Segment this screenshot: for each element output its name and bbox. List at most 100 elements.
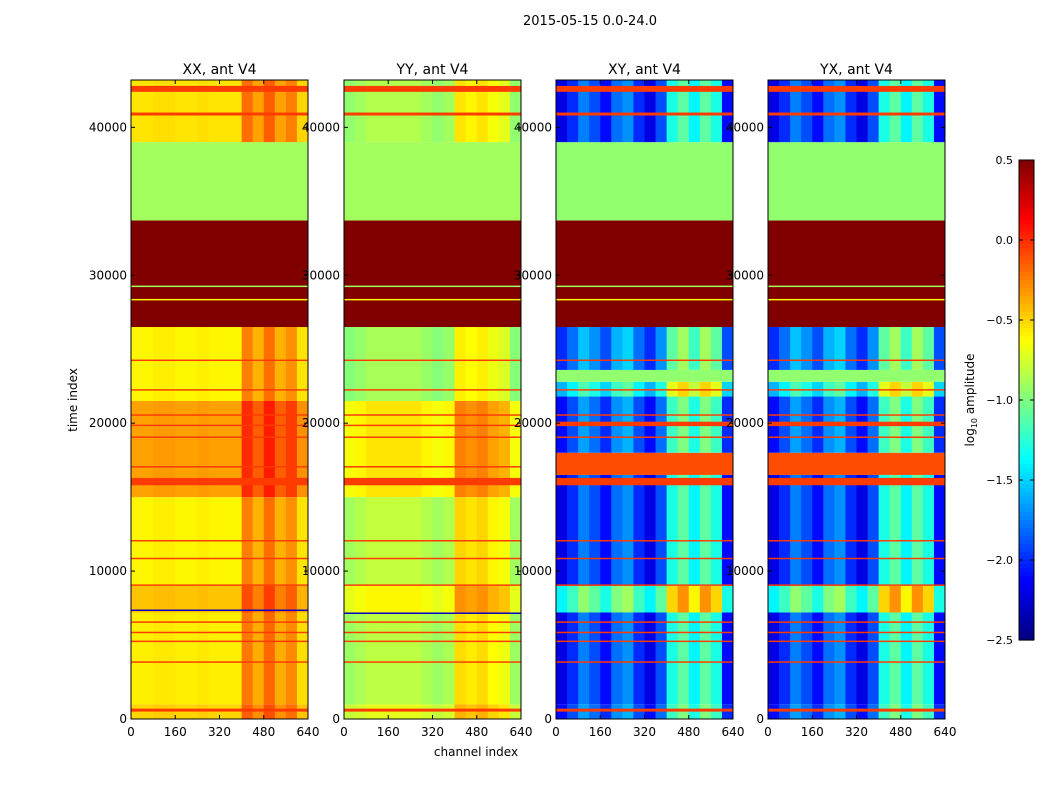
heatmap-band [344, 389, 521, 391]
heatmap-cell [644, 327, 657, 370]
heatmap-cell [867, 381, 880, 397]
y-tick-label: 0 [756, 712, 764, 726]
heatmap-cell [421, 80, 433, 143]
colorbar-segment [1019, 600, 1034, 605]
heatmap-cell [688, 80, 701, 143]
heatmap-cell [823, 381, 835, 397]
colorbar-segment [1019, 508, 1034, 513]
heatmap-cell [164, 80, 176, 143]
heatmap-cell [768, 612, 780, 705]
colorbar-segment [1019, 396, 1034, 401]
heatmap-cell [388, 585, 400, 613]
colorbar-segment [1019, 372, 1034, 377]
y-tick-label: 20000 [514, 416, 552, 430]
heatmap-band [556, 85, 733, 92]
heatmap-cell [366, 612, 378, 705]
heatmap-cell [241, 327, 254, 401]
panel-title: YX, ant V4 [819, 62, 893, 78]
x-tick-label: 640 [297, 725, 320, 739]
x-tick-label: 0 [764, 725, 772, 739]
heatmap-cell [889, 381, 902, 397]
heatmap-cell [578, 80, 590, 143]
heatmap-cell [410, 327, 422, 401]
heatmap-cell [296, 327, 309, 401]
heatmap-band [768, 477, 945, 486]
colorbar-segment [1019, 236, 1034, 241]
panel-1: YY, ant V4 0 160 320 480 640 0 10000 20000 30000 4… [302, 62, 533, 739]
heatmap-cell [933, 327, 946, 370]
heatmap-cell [878, 381, 891, 397]
colorbar-tick-label: 0.5 [996, 154, 1014, 167]
colorbar-segment [1019, 328, 1034, 333]
heatmap-cell [812, 381, 824, 397]
colorbar-segment [1019, 440, 1034, 445]
heatmap-cell [285, 400, 298, 498]
heatmap-band [344, 298, 521, 301]
colorbar-segment [1019, 284, 1034, 289]
y-tick-label: 0 [544, 712, 552, 726]
y-tick-label: 10000 [89, 564, 127, 578]
heatmap-cell [611, 327, 623, 370]
heatmap-cell [622, 327, 634, 370]
heatmap-cell [845, 585, 857, 613]
y-tick-label: 0 [119, 712, 127, 726]
y-tick-label: 40000 [302, 120, 340, 134]
heatmap-cell [567, 381, 579, 397]
colorbar-segment [1019, 500, 1034, 505]
heatmap-cell [410, 612, 422, 705]
colorbar-segment [1019, 304, 1034, 309]
heatmap-band [768, 369, 945, 382]
heatmap-cell [644, 381, 657, 397]
heatmap-cell [410, 80, 422, 143]
heatmap-cell [219, 400, 232, 498]
colorbar-segment [1019, 524, 1034, 529]
colorbar-segment [1019, 348, 1034, 353]
colorbar-segment [1019, 572, 1034, 577]
colorbar-tick-label: 0.0 [996, 234, 1014, 247]
colorbar-segment [1019, 428, 1034, 433]
heatmap-cell [779, 585, 791, 613]
heatmap-cell [721, 585, 734, 613]
heatmap-cell [911, 327, 924, 370]
heatmap-cell [790, 327, 802, 370]
heatmap-cell [768, 474, 780, 586]
figure-title: 2015-05-15 0.0-24.0 [523, 14, 657, 29]
heatmap-cell [688, 585, 701, 613]
heatmap-cell [812, 327, 824, 370]
heatmap-cell [622, 474, 634, 586]
heatmap-cell [263, 400, 276, 498]
heatmap-cell [498, 612, 511, 705]
colorbar-segment [1019, 480, 1034, 485]
heatmap-cell [454, 585, 467, 613]
heatmap-band [131, 609, 308, 612]
colorbar-segment [1019, 588, 1034, 593]
heatmap-cell [131, 80, 143, 143]
heatmap-cell [487, 612, 500, 705]
heatmap-cell [823, 474, 835, 586]
x-tick-label: 160 [377, 725, 400, 739]
colorbar-segment [1019, 532, 1034, 537]
heatmap-band [131, 359, 308, 362]
colorbar-segment [1019, 512, 1034, 517]
heatmap-cell [812, 612, 824, 705]
colorbar-segment [1019, 424, 1034, 429]
heatmap-cell [867, 585, 880, 613]
heatmap-cell [666, 80, 679, 143]
heatmap-band [344, 612, 521, 614]
y-tick-label: 20000 [89, 416, 127, 430]
heatmap-cell [933, 381, 946, 397]
heatmap-band [131, 466, 308, 468]
heatmap-cell [710, 327, 723, 370]
heatmap-band [556, 359, 733, 362]
heatmap-cell [688, 474, 701, 586]
heatmap-cell [834, 585, 846, 613]
heatmap-cell [142, 585, 154, 613]
heatmap-band [131, 389, 308, 391]
colorbar-segment [1019, 484, 1034, 489]
heatmap-cell [410, 400, 422, 498]
panel-3: YX, ant V4 0 160 320 480 640 0 10000 20000 30000 4… [726, 62, 957, 739]
heatmap-cell [219, 612, 232, 705]
heatmap-band [131, 414, 308, 416]
colorbar-segment [1019, 360, 1034, 365]
